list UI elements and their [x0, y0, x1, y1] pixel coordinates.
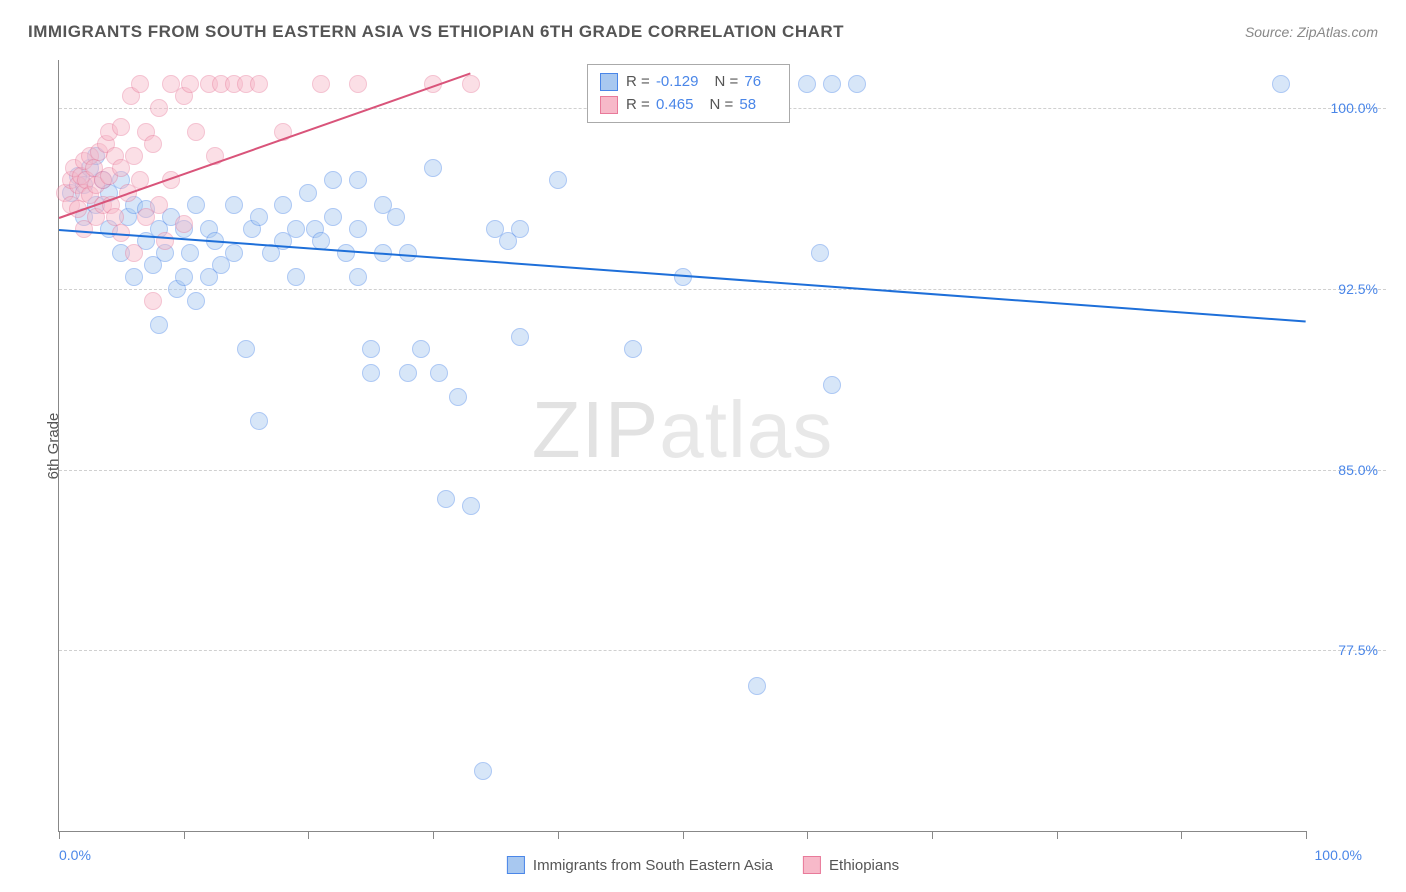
- data-point: [437, 490, 455, 508]
- data-point: [337, 244, 355, 262]
- data-point: [175, 215, 193, 233]
- x-tick: [683, 831, 684, 839]
- gridline: [59, 650, 1386, 651]
- data-point: [848, 75, 866, 93]
- swatch-series2: [600, 96, 618, 114]
- data-point: [798, 75, 816, 93]
- data-point: [424, 159, 442, 177]
- legend-label: Immigrants from South Eastern Asia: [533, 857, 773, 874]
- swatch-series1: [600, 73, 618, 91]
- x-tick: [1057, 831, 1058, 839]
- legend-item-series1: Immigrants from South Eastern Asia: [507, 856, 773, 874]
- data-point: [823, 376, 841, 394]
- data-point: [324, 171, 342, 189]
- data-point: [474, 762, 492, 780]
- data-point: [150, 99, 168, 117]
- data-point: [187, 196, 205, 214]
- data-point: [250, 208, 268, 226]
- legend-row-series2: R = 0.465N = 58: [600, 94, 777, 117]
- data-point: [362, 340, 380, 358]
- x-tick: [308, 831, 309, 839]
- swatch-series2-bottom: [803, 856, 821, 874]
- x-tick: [1306, 831, 1307, 839]
- data-point: [399, 244, 417, 262]
- data-point: [125, 147, 143, 165]
- data-point: [125, 244, 143, 262]
- data-point: [312, 75, 330, 93]
- x-tick: [433, 831, 434, 839]
- data-point: [549, 171, 567, 189]
- data-point: [150, 196, 168, 214]
- source-attribution: Source: ZipAtlas.com: [1245, 24, 1378, 40]
- data-point: [449, 388, 467, 406]
- data-point: [250, 75, 268, 93]
- data-point: [748, 677, 766, 695]
- data-point: [106, 208, 124, 226]
- data-point: [1272, 75, 1290, 93]
- gridline: [59, 470, 1386, 471]
- swatch-series1-bottom: [507, 856, 525, 874]
- series-legend: Immigrants from South Eastern Asia Ethio…: [507, 856, 899, 874]
- x-tick: [558, 831, 559, 839]
- scatter-chart: ZIPatlas R = -0.129N = 76 R = 0.465N = 5…: [58, 60, 1306, 832]
- data-point: [187, 123, 205, 141]
- data-point: [511, 220, 529, 238]
- x-tick: [932, 831, 933, 839]
- data-point: [181, 244, 199, 262]
- x-tick: [807, 831, 808, 839]
- data-point: [324, 208, 342, 226]
- x-min-label: 0.0%: [59, 847, 91, 863]
- legend-label: Ethiopians: [829, 857, 899, 874]
- data-point: [823, 75, 841, 93]
- data-point: [349, 75, 367, 93]
- data-point: [287, 220, 305, 238]
- data-point: [462, 497, 480, 515]
- x-tick: [59, 831, 60, 839]
- data-point: [274, 196, 292, 214]
- y-tick-label: 92.5%: [1338, 281, 1378, 297]
- correlation-legend: R = -0.129N = 76 R = 0.465N = 58: [587, 64, 790, 123]
- data-point: [181, 75, 199, 93]
- data-point: [399, 364, 417, 382]
- data-point: [144, 135, 162, 153]
- x-max-label: 100.0%: [1315, 847, 1362, 863]
- data-point: [624, 340, 642, 358]
- data-point: [144, 292, 162, 310]
- data-point: [387, 208, 405, 226]
- data-point: [299, 184, 317, 202]
- data-point: [156, 232, 174, 250]
- x-tick: [1181, 831, 1182, 839]
- data-point: [225, 196, 243, 214]
- gridline: [59, 289, 1386, 290]
- x-tick: [184, 831, 185, 839]
- data-point: [811, 244, 829, 262]
- data-point: [112, 118, 130, 136]
- legend-row-series1: R = -0.129N = 76: [600, 71, 777, 94]
- trend-line: [59, 229, 1306, 323]
- data-point: [511, 328, 529, 346]
- data-point: [150, 316, 168, 334]
- data-point: [131, 75, 149, 93]
- trend-line: [59, 72, 471, 218]
- data-point: [349, 220, 367, 238]
- y-tick-label: 100.0%: [1331, 100, 1378, 116]
- data-point: [349, 171, 367, 189]
- data-point: [125, 268, 143, 286]
- data-point: [462, 75, 480, 93]
- data-point: [225, 244, 243, 262]
- data-point: [175, 268, 193, 286]
- y-tick-label: 85.0%: [1338, 462, 1378, 478]
- data-point: [349, 268, 367, 286]
- data-point: [430, 364, 448, 382]
- data-point: [412, 340, 430, 358]
- y-tick-label: 77.5%: [1338, 642, 1378, 658]
- data-point: [362, 364, 380, 382]
- data-point: [187, 292, 205, 310]
- watermark: ZIPatlas: [532, 384, 833, 476]
- data-point: [250, 412, 268, 430]
- legend-item-series2: Ethiopians: [803, 856, 899, 874]
- chart-title: IMMIGRANTS FROM SOUTH EASTERN ASIA VS ET…: [28, 22, 844, 42]
- data-point: [237, 340, 255, 358]
- data-point: [287, 268, 305, 286]
